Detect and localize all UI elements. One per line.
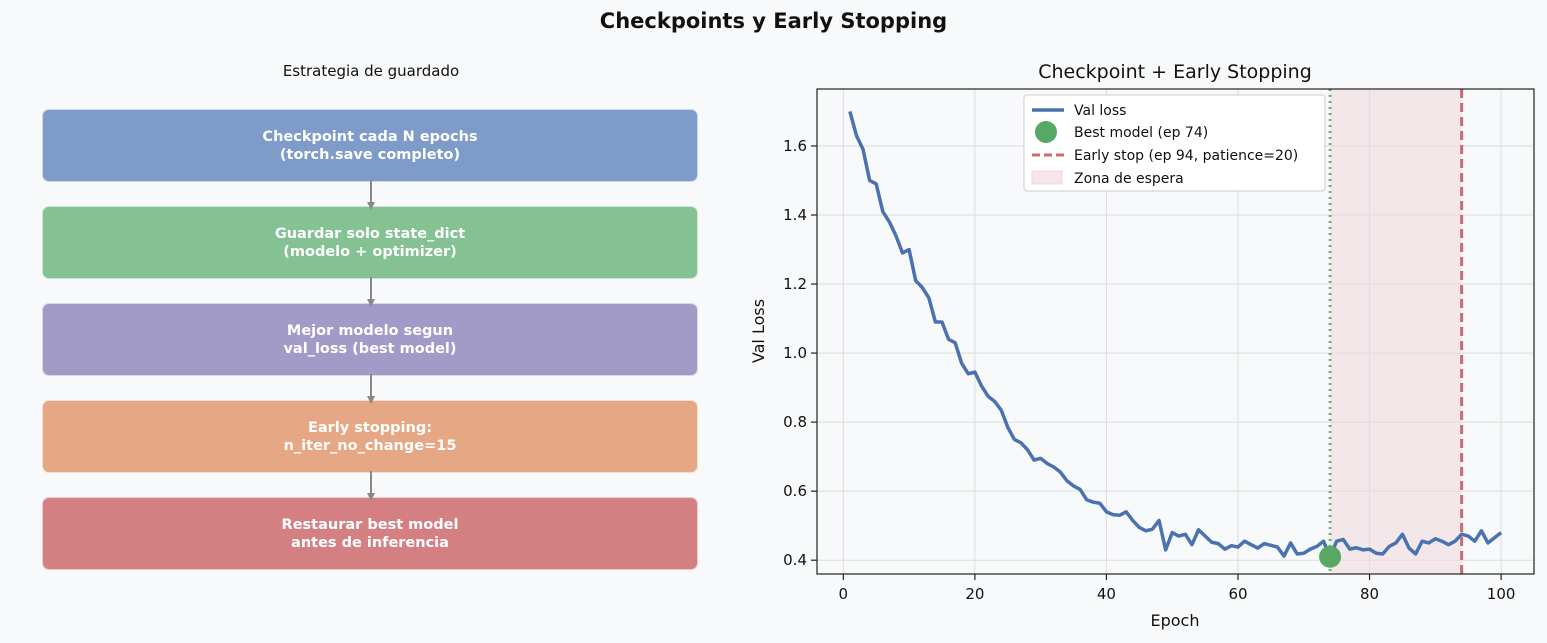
flow-step-label: Guardar solo state_dict (modelo + optimi… <box>274 225 466 260</box>
wait-zone-layer <box>1330 89 1462 574</box>
flow-step-label: Early stopping: n_iter_no_change=15 <box>283 419 457 454</box>
y-tick-label: 0.6 <box>783 482 807 500</box>
legend-label-best-model: Best model (ep 74) <box>1074 125 1208 141</box>
series-layer <box>848 110 1503 559</box>
chart-title: Checkpoint + Early Stopping <box>1038 61 1312 83</box>
legend-label-val-loss: Val loss <box>1074 103 1126 119</box>
best-model-point <box>1319 545 1342 568</box>
y-tick-label: 0.4 <box>783 551 807 569</box>
flow-step-early-stopping: Early stopping: n_iter_no_change=15 <box>42 400 698 473</box>
legend-label-wait-zone: Zona de espera <box>1074 171 1184 187</box>
y-tick-label: 1.2 <box>783 275 807 293</box>
flow-title: Estrategia de guardado <box>282 62 460 80</box>
tick-layer: 0 20 40 60 80 100 0.4 0.6 0.8 1.0 1.2 1.4 1.6 <box>783 137 1515 603</box>
y-tick-label: 1.6 <box>783 137 807 155</box>
x-tick-label: 100 <box>1487 585 1516 603</box>
figure-title: Checkpoints y Early Stopping <box>599 9 948 33</box>
x-tick-label: 60 <box>1228 585 1247 603</box>
x-tick-label: 40 <box>1097 585 1116 603</box>
plot-frame <box>816 88 1535 575</box>
x-tick-label: 80 <box>1360 585 1379 603</box>
x-tick-label: 20 <box>965 585 984 603</box>
legend-label-early-stop: Early stop (ep 94, patience=20) <box>1074 148 1298 164</box>
flow-step-label: Checkpoint cada N epochs (torch.save com… <box>262 128 478 163</box>
marker-layer <box>1319 89 1464 574</box>
flow-step-best-model: Mejor modelo segun val_loss (best model) <box>42 303 698 376</box>
flow-step-label: Mejor modelo segun val_loss (best model) <box>283 322 457 357</box>
x-tick-label: 0 <box>839 585 849 603</box>
wait-zone <box>1330 89 1462 574</box>
flow-step-checkpoint: Checkpoint cada N epochs (torch.save com… <box>42 109 698 182</box>
x-axis-label: Epoch <box>1151 611 1200 630</box>
legend-box <box>1023 94 1326 192</box>
legend: Val loss Best model (ep 74) Early stop (… <box>1023 94 1326 192</box>
val-loss-line <box>848 110 1503 559</box>
y-axis-label: Val Loss <box>749 299 768 363</box>
y-tick-label: 0.8 <box>783 413 807 431</box>
y-tick-label: 1.4 <box>783 206 807 224</box>
flow-step-label: Restaurar best model antes de inferencia <box>281 516 459 551</box>
legend-swatch-wait-zone <box>1031 170 1063 185</box>
legend-swatch-best-model <box>1035 121 1057 143</box>
flow-arrows <box>367 180 375 501</box>
y-tick-label: 1.0 <box>783 344 807 362</box>
